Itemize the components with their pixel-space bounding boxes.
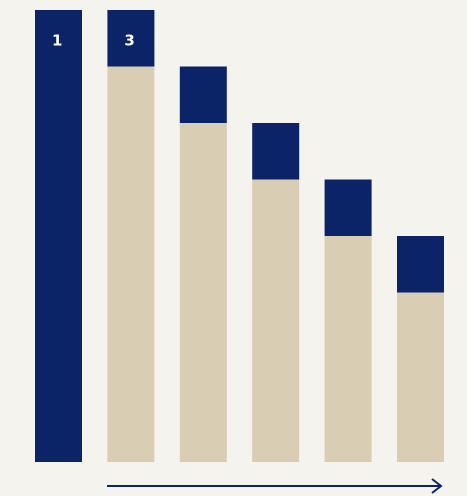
bar-segment xyxy=(252,179,300,462)
bar-segment xyxy=(107,66,155,462)
bar-label: 3 xyxy=(124,32,134,50)
bar-segment xyxy=(324,179,372,236)
bar-label: 1 xyxy=(52,32,62,50)
bar-segment xyxy=(252,123,300,180)
arrow-head xyxy=(431,478,443,494)
bar-segment xyxy=(179,66,227,123)
bar-segment xyxy=(35,10,82,462)
bar-segment xyxy=(324,236,372,462)
bar-segment xyxy=(179,123,227,462)
bar-segment xyxy=(397,236,444,293)
bar-segment xyxy=(397,292,444,462)
bar-segment xyxy=(107,10,155,67)
